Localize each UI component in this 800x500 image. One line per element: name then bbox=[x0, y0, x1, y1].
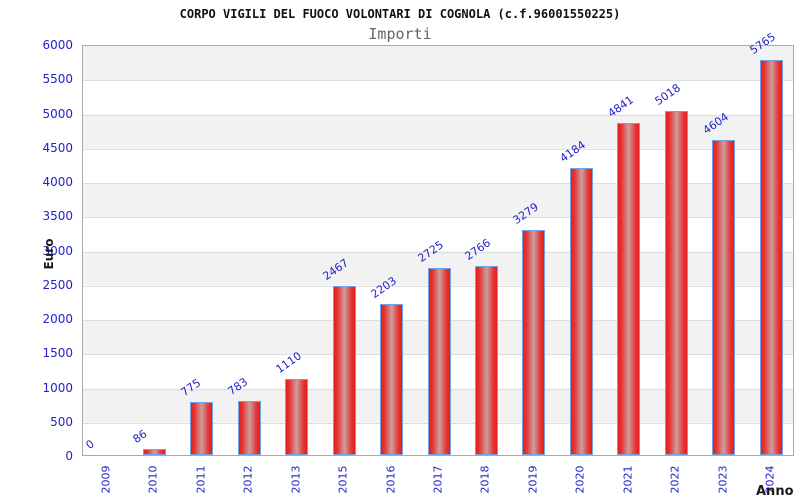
y-tick-label: 3000 bbox=[42, 243, 73, 258]
x-tick-label: 2021 bbox=[621, 465, 635, 494]
bar-2020 bbox=[569, 168, 593, 455]
bar-2013 bbox=[285, 378, 309, 455]
x-tick-label: 2022 bbox=[668, 465, 682, 494]
grid-line bbox=[83, 251, 793, 253]
x-axis-title: Anno bbox=[756, 484, 794, 499]
grid-line bbox=[83, 80, 793, 82]
x-tick-label: 2010 bbox=[146, 465, 160, 494]
y-tick-label: 1000 bbox=[42, 380, 73, 395]
bar-2021 bbox=[617, 123, 641, 455]
y-tick-label: 2500 bbox=[42, 277, 73, 292]
y-tick-label: 5000 bbox=[42, 106, 73, 121]
x-tick-label: 2012 bbox=[241, 465, 255, 494]
x-tick-label: 2011 bbox=[194, 465, 208, 494]
bar-2019 bbox=[522, 230, 546, 455]
y-tick-label: 6000 bbox=[42, 38, 73, 52]
x-tick-label: 2017 bbox=[431, 465, 445, 494]
x-tick-label: 2015 bbox=[336, 465, 350, 494]
x-tick-label: 2020 bbox=[573, 465, 587, 494]
bar-2011 bbox=[190, 401, 214, 455]
bar-2010 bbox=[142, 449, 166, 455]
bar-2023 bbox=[712, 139, 736, 455]
bar-2017 bbox=[427, 268, 451, 455]
x-tick-label: 2023 bbox=[716, 465, 730, 494]
y-axis-title: Euro bbox=[42, 238, 56, 270]
grid-line bbox=[83, 183, 793, 184]
x-tick-label: 2013 bbox=[289, 465, 303, 494]
chart-title: CORPO VIGILI DEL FUOCO VOLONTARI DI COGN… bbox=[179, 7, 621, 21]
bar-2018 bbox=[474, 265, 498, 455]
bar-2022 bbox=[664, 111, 688, 455]
chart-subtitle: Importi bbox=[368, 25, 432, 43]
y-tick-label: 3500 bbox=[42, 209, 73, 224]
x-tick-label: 2018 bbox=[478, 465, 492, 494]
y-tick-label: 2000 bbox=[42, 312, 73, 326]
x-tick-label: 2009 bbox=[99, 465, 113, 494]
grid-line bbox=[83, 148, 793, 150]
plot-area bbox=[82, 45, 794, 456]
x-tick-label: 2019 bbox=[526, 465, 540, 494]
y-tick-label: 500 bbox=[50, 414, 73, 429]
x-tick-label: 2016 bbox=[384, 465, 398, 494]
y-tick-label: 4500 bbox=[42, 140, 73, 155]
bar-2012 bbox=[237, 401, 261, 455]
grid-line bbox=[83, 217, 793, 219]
bar-2016 bbox=[380, 304, 404, 455]
y-tick-label: 5500 bbox=[42, 72, 73, 87]
bar-2024 bbox=[759, 60, 783, 455]
y-tick-label: 0 bbox=[65, 449, 73, 463]
grid-line bbox=[83, 114, 793, 116]
y-tick-label: 4000 bbox=[42, 175, 73, 189]
y-tick-label: 1500 bbox=[42, 346, 73, 361]
bar-2015 bbox=[332, 286, 356, 455]
